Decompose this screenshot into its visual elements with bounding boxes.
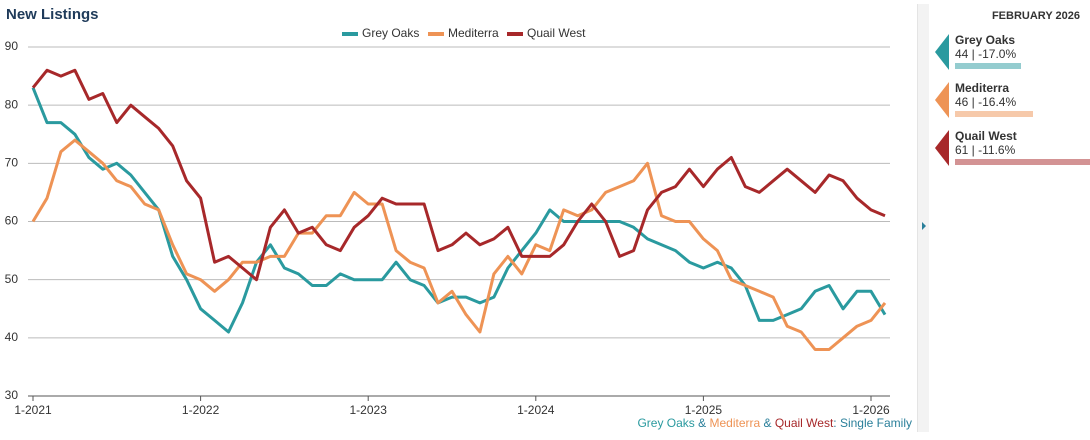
legend-label: Mediterra bbox=[448, 26, 499, 40]
sidebar: FEBRUARY 2026 Grey Oaks 44 | -17.0% Medite… bbox=[930, 0, 1090, 435]
chart-title: New Listings bbox=[6, 6, 99, 23]
sidebar-item: Grey Oaks 44 | -17.0% bbox=[955, 33, 1021, 69]
legend-label: Quail West bbox=[527, 26, 586, 40]
y-tick-label: 60 bbox=[5, 214, 19, 228]
y-tick-label: 50 bbox=[5, 272, 19, 286]
sidebar-marker bbox=[935, 34, 949, 70]
sidebar-bar bbox=[955, 111, 1033, 117]
x-tick-label: 1-2022 bbox=[182, 403, 220, 417]
sidebar-name: Grey Oaks bbox=[955, 33, 1016, 47]
y-tick-label: 80 bbox=[5, 97, 19, 111]
series-line bbox=[31, 68, 886, 282]
sidebar-name: Quail West bbox=[955, 129, 1017, 143]
sidebar-summary: 61 | -11.6% bbox=[955, 143, 1016, 157]
sidebar-bar bbox=[955, 159, 1090, 165]
x-tick-label: 1-2024 bbox=[517, 403, 555, 417]
toggle-arrow bbox=[922, 222, 926, 230]
x-tick-label: 1-2025 bbox=[685, 403, 723, 417]
footnote-series: Mediterra bbox=[709, 416, 761, 430]
sidebar-summary: 46 | -16.4% bbox=[955, 95, 1017, 109]
footnote-series: Quail West bbox=[774, 416, 834, 430]
sidebar-name: Mediterra bbox=[955, 81, 1010, 95]
y-tick-label: 70 bbox=[5, 156, 19, 170]
y-tick-label: 30 bbox=[5, 388, 19, 402]
footnote: Grey Oaks & Mediterra & Quail West: Sing… bbox=[560, 416, 912, 430]
sidebar-bar bbox=[955, 63, 1021, 69]
legend-label: Grey Oaks bbox=[362, 26, 419, 40]
x-tick-label: 1-2026 bbox=[852, 403, 890, 417]
sidebar-summary: 44 | -17.0% bbox=[955, 47, 1017, 61]
x-tick-label: 1-2021 bbox=[14, 403, 52, 417]
series-line bbox=[31, 138, 887, 351]
sidebar-item: Quail West 61 | -11.6% bbox=[955, 129, 1090, 165]
y-tick-label: 40 bbox=[5, 330, 19, 344]
sidebar-toggle[interactable] bbox=[917, 4, 929, 432]
y-tick-label: 90 bbox=[5, 39, 19, 53]
chart: New Listings 30 40 50 60 70 80 90 1-2021 1-2022 1… bbox=[5, 6, 890, 417]
sidebar-date: FEBRUARY 2026 bbox=[991, 10, 1080, 22]
footnote-joiner: & bbox=[760, 416, 775, 430]
footnote-joiner: & bbox=[694, 416, 710, 430]
series-line bbox=[31, 87, 887, 334]
sidebar-item: Mediterra 46 | -16.4% bbox=[955, 81, 1033, 117]
footnote-suffix: : Single Family bbox=[833, 416, 912, 430]
x-tick-label: 1-2023 bbox=[350, 403, 388, 417]
sidebar-marker bbox=[935, 82, 949, 118]
sidebar-marker bbox=[935, 130, 949, 166]
footnote-series: Grey Oaks bbox=[637, 416, 695, 430]
